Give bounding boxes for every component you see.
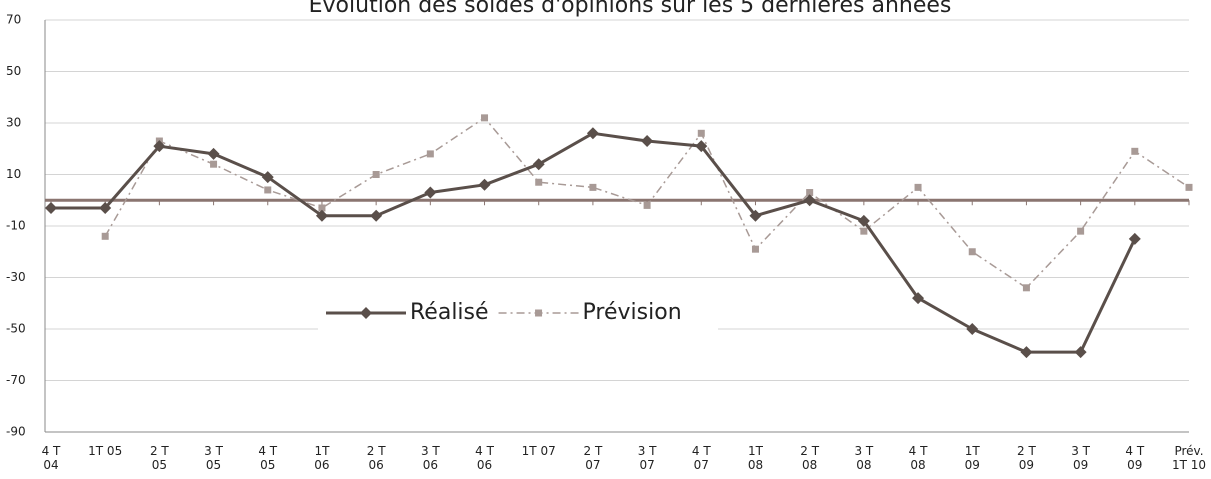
x-tick-label: 4 T 04: [41, 444, 61, 472]
marker: [481, 114, 489, 122]
marker: [751, 245, 759, 253]
marker: [101, 232, 109, 240]
x-tick-label: 4 T 07: [691, 444, 711, 472]
marker: [643, 201, 651, 209]
x-tick-label: 1T 07: [521, 444, 556, 458]
marker: [1074, 346, 1087, 359]
marker: [45, 201, 57, 214]
marker: [1131, 147, 1139, 155]
x-tick-label: 1T 09: [964, 444, 980, 472]
marker: [532, 158, 545, 171]
x-tick-label: 2 T 06: [366, 444, 386, 472]
marker: [1022, 284, 1030, 292]
marker: [535, 178, 543, 186]
x-tick-label: 3 T 07: [637, 444, 657, 472]
marker: [914, 183, 922, 191]
marker: [360, 307, 372, 319]
marker: [912, 292, 925, 305]
marker: [370, 209, 383, 222]
marker: [1128, 232, 1141, 245]
legend-label: Prévision: [583, 300, 682, 325]
x-tick-label: 2 T 05: [149, 444, 169, 472]
y-tick-label: -70: [6, 373, 26, 387]
marker: [99, 201, 112, 214]
marker: [210, 160, 218, 168]
marker: [589, 183, 597, 191]
x-tick-label: 2 T 08: [800, 444, 820, 472]
marker: [318, 204, 326, 212]
marker: [860, 227, 868, 235]
y-tick-label: -10: [6, 219, 26, 233]
marker: [806, 189, 814, 197]
x-tick-label: 3 T 08: [854, 444, 874, 472]
marker: [535, 309, 543, 317]
y-tick-label: -50: [6, 322, 26, 336]
x-tick-label: 2 T 07: [583, 444, 603, 472]
x-tick-label: 2 T 09: [1017, 444, 1036, 472]
y-tick-label: 50: [6, 64, 21, 78]
x-tick-label: 4 T 05: [258, 444, 278, 472]
marker: [803, 194, 816, 207]
marker: [1185, 183, 1193, 191]
x-tick-label: 1T 05: [88, 444, 123, 458]
y-tick-label: 10: [6, 167, 21, 181]
marker: [264, 186, 272, 194]
x-tick-label: Prév. 1T 10: [1171, 444, 1207, 472]
marker: [641, 135, 654, 148]
legend-label: Réalisé: [410, 300, 489, 325]
marker: [1020, 346, 1033, 359]
marker: [372, 171, 380, 178]
marker: [586, 127, 599, 140]
y-tick-label: -90: [6, 425, 26, 439]
y-tick-label: 70: [6, 13, 21, 27]
x-tick-label: 3 T 09: [1071, 444, 1090, 472]
marker: [857, 214, 870, 227]
marker: [968, 248, 976, 256]
x-tick-label: 3 T 06: [420, 444, 440, 472]
marker: [695, 140, 708, 153]
y-tick-label: 30: [6, 116, 21, 130]
marker: [697, 129, 705, 137]
x-tick-label: 1T 08: [747, 444, 764, 472]
chart-title: Evolution des soldes d'opinions sur les …: [309, 0, 952, 18]
marker: [478, 178, 491, 191]
marker: [749, 209, 762, 222]
marker: [315, 209, 328, 222]
marker: [207, 147, 220, 160]
marker: [1077, 227, 1085, 235]
marker: [424, 186, 437, 199]
marker: [966, 323, 979, 335]
x-tick-label: 3 T 05: [204, 444, 223, 472]
x-tick-label: 4 T 09: [1125, 444, 1145, 472]
marker: [153, 140, 166, 153]
marker: [261, 171, 274, 184]
x-tick-label: 4 T 06: [475, 444, 494, 472]
x-tick-label: 4 T 08: [908, 444, 928, 472]
y-tick-label: -30: [6, 270, 26, 284]
x-tick-label: 1T 06: [314, 444, 330, 472]
marker: [426, 150, 434, 158]
